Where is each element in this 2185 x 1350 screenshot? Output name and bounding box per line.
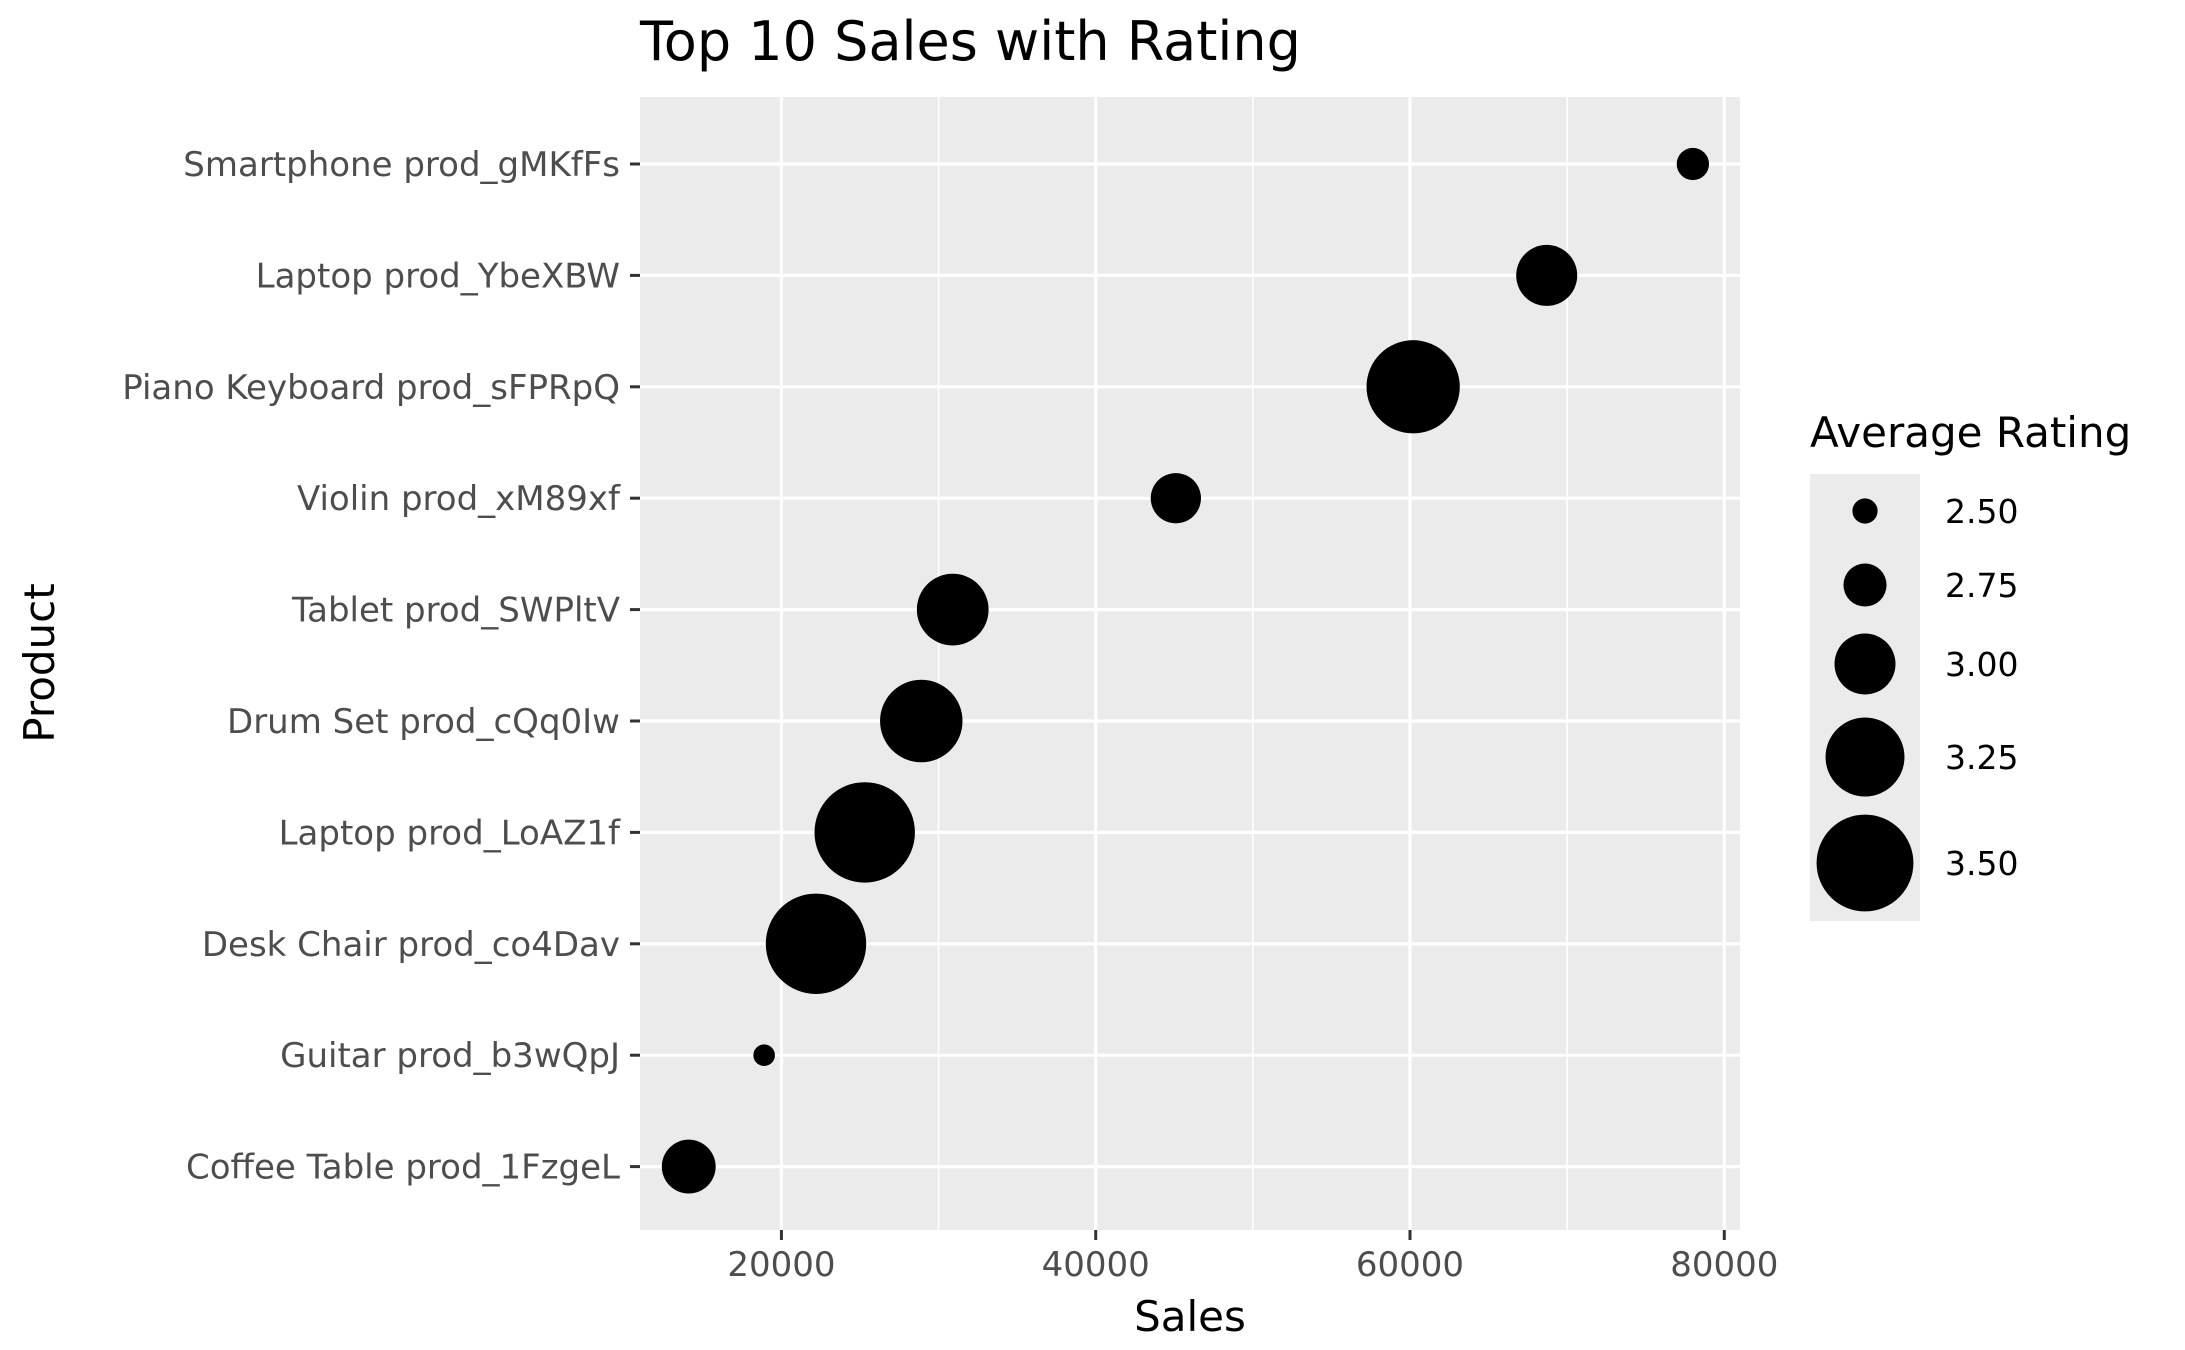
size-legend: Average Rating 2.50 2.75 3.00 3.25 3.50 [1810, 408, 2131, 921]
legend-key-circle [1816, 814, 1914, 912]
legend-key-circle [1852, 498, 1878, 524]
y-tick-label: Guitar prod_b3wQpJ [280, 1036, 620, 1076]
legend-key-label: 3.00 [1945, 645, 2018, 684]
legend-key-label: 2.50 [1945, 492, 2018, 531]
y-tick-label: Coffee Table prod_1FzgeL [186, 1148, 620, 1188]
y-tick-label: Laptop prod_YbeXBW [256, 256, 620, 296]
x-axis: 20000 40000 60000 80000 [727, 1230, 1778, 1285]
data-point [1150, 473, 1201, 524]
data-point [1676, 147, 1710, 181]
legend-title: Average Rating [1810, 408, 2131, 457]
y-tick-label: Tablet prod_SWPltV [291, 591, 620, 631]
y-tick-label: Laptop prod_LoAZ1f [279, 813, 621, 853]
data-point [661, 1139, 716, 1194]
x-tick-label: 20000 [727, 1245, 835, 1285]
data-point [814, 782, 915, 883]
legend-key-circle [1834, 633, 1896, 695]
legend-key-label: 2.75 [1945, 566, 2018, 605]
legend-key-circle [1825, 717, 1905, 797]
data-points [661, 147, 1710, 1194]
legend-keys: 2.50 2.75 3.00 3.25 3.50 [1816, 492, 2018, 912]
y-tick-label: Desk Chair prod_co4Dav [202, 925, 620, 965]
y-tick-label: Violin prod_xM89xf [297, 479, 621, 519]
data-point [880, 679, 963, 763]
data-point [765, 893, 867, 995]
data-point [916, 573, 989, 646]
legend-key-label: 3.25 [1945, 738, 2018, 777]
data-point [1516, 244, 1578, 306]
y-axis-title: Product [15, 583, 64, 742]
y-tick-label: Piano Keyboard prod_sFPRpQ [122, 368, 620, 408]
legend-key-circle [1843, 563, 1887, 607]
data-point [1366, 340, 1460, 434]
legend-key-label: 3.50 [1945, 844, 2018, 883]
data-point [753, 1044, 775, 1066]
x-axis-title: Sales [1134, 1292, 1246, 1341]
x-tick-label: 40000 [1042, 1245, 1150, 1285]
y-axis: Smartphone prod_gMKfFs Laptop prod_YbeXBW… [122, 145, 640, 1188]
chart-title: Top 10 Sales with Rating [639, 10, 1301, 73]
x-tick-label: 80000 [1670, 1245, 1778, 1285]
y-tick-label: Drum Set prod_cQq0Iw [227, 702, 620, 742]
x-tick-label: 60000 [1356, 1245, 1464, 1285]
y-tick-label: Smartphone prod_gMKfFs [183, 145, 620, 185]
